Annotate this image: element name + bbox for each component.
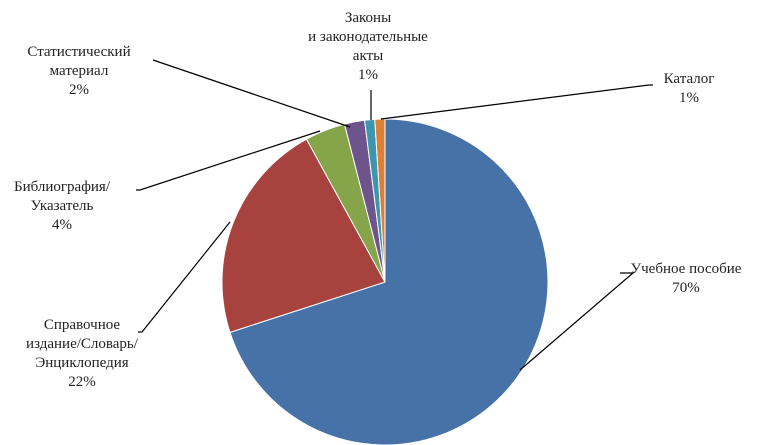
slice-label-1: Справочное издание/Словарь/Энциклопедия 22…: [26, 317, 139, 390]
pie-slice-1: [221, 138, 386, 334]
leader-line-5: [380, 84, 653, 120]
slice-label-line-2-1: Указатель: [31, 198, 94, 214]
slice-label-4: Законы и законодательные акты 1%: [308, 10, 428, 83]
slice-label-5: Каталог 1%: [664, 71, 715, 106]
slice-label-line-4-0: Законы: [345, 10, 391, 26]
slice-percent-2: 4%: [52, 217, 72, 233]
slice-label-line-3-0: Статистический: [27, 44, 130, 60]
leader-line-2: [136, 130, 321, 191]
slice-percent-5: 1%: [679, 90, 699, 106]
slice-label-line-5-0: Каталог: [664, 71, 715, 87]
slice-label-2: Библиография/Указатель 4%: [14, 179, 111, 233]
pie-slice-0: [229, 118, 549, 445]
slice-percent-3: 2%: [69, 82, 89, 98]
slice-label-line-3-1: материал: [50, 63, 109, 79]
slice-label-line-2-0: Библиография/: [14, 179, 111, 195]
leader-line-1: [138, 221, 231, 333]
slice-label-0: Учебное пособие 70%: [631, 261, 742, 296]
slice-percent-0: 70%: [672, 280, 700, 296]
slice-percent-1: 22%: [68, 374, 96, 390]
slice-label-3: Статистический материал 2%: [27, 44, 130, 98]
pie-slices: [221, 118, 549, 445]
slice-percent-4: 1%: [358, 67, 378, 83]
slice-label-line-4-2: акты: [353, 48, 383, 64]
slice-label-line-0-0: Учебное пособие: [631, 261, 742, 277]
leader-line-3: [152, 59, 351, 128]
leader-lines: [136, 59, 653, 371]
slice-labels: Учебное пособие 70% Справочное издание/Слов…: [14, 10, 742, 390]
slice-label-line-1-1: издание/Словарь/: [26, 336, 139, 352]
slice-label-line-4-1: и законодательные: [308, 29, 428, 45]
slice-label-line-1-0: Справочное: [44, 317, 121, 333]
slice-label-line-1-2: Энциклопедия: [35, 355, 128, 371]
leader-line-0: [519, 272, 635, 371]
